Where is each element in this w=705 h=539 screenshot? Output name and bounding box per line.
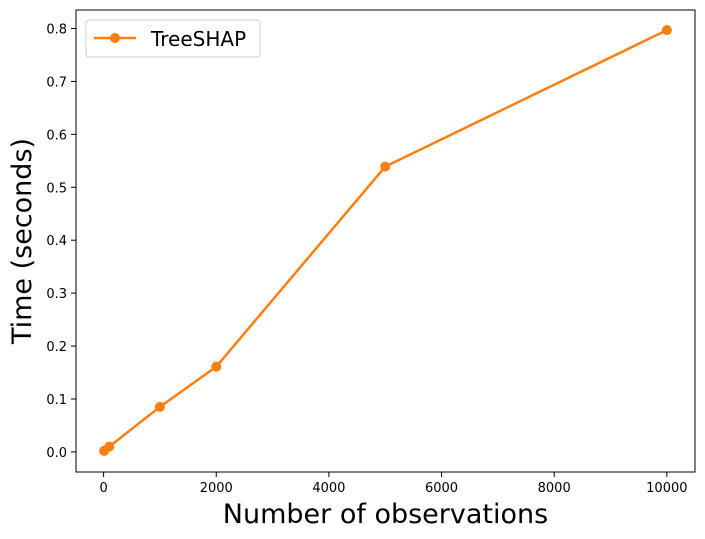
y-tick-label: 0.8: [46, 23, 67, 38]
data-point: [380, 161, 391, 172]
x-tick-label: 8000: [538, 481, 571, 496]
data-point: [211, 361, 222, 372]
y-tick-label: 0.2: [46, 340, 67, 355]
y-tick-label: 0.3: [46, 287, 67, 302]
y-tick-label: 0.5: [46, 181, 67, 196]
legend-marker: [110, 33, 120, 43]
legend-label: TreeSHAP: [150, 27, 246, 51]
plot-frame: [75, 9, 696, 473]
y-tick-label: 0.0: [46, 446, 67, 461]
data-point: [154, 401, 165, 412]
x-axis-label: Number of observations: [223, 499, 548, 530]
data-point: [661, 25, 672, 36]
x-tick-label: 6000: [425, 481, 458, 496]
data-point: [104, 441, 115, 452]
x-tick-label: 2000: [200, 481, 233, 496]
x-tick-label: 10000: [646, 481, 687, 496]
y-tick-label: 0.1: [46, 393, 67, 408]
y-tick-label: 0.6: [46, 128, 67, 143]
series-line: [103, 28, 668, 452]
legend-box: [85, 19, 261, 58]
y-axis-label: Time (seconds): [7, 138, 38, 345]
x-tick-label: 4000: [312, 481, 345, 496]
y-tick-label: 0.7: [46, 75, 67, 90]
y-tick-label: 0.4: [46, 234, 67, 249]
legend: TreeSHAP: [85, 19, 261, 58]
x-tick-label: 0: [99, 481, 107, 496]
